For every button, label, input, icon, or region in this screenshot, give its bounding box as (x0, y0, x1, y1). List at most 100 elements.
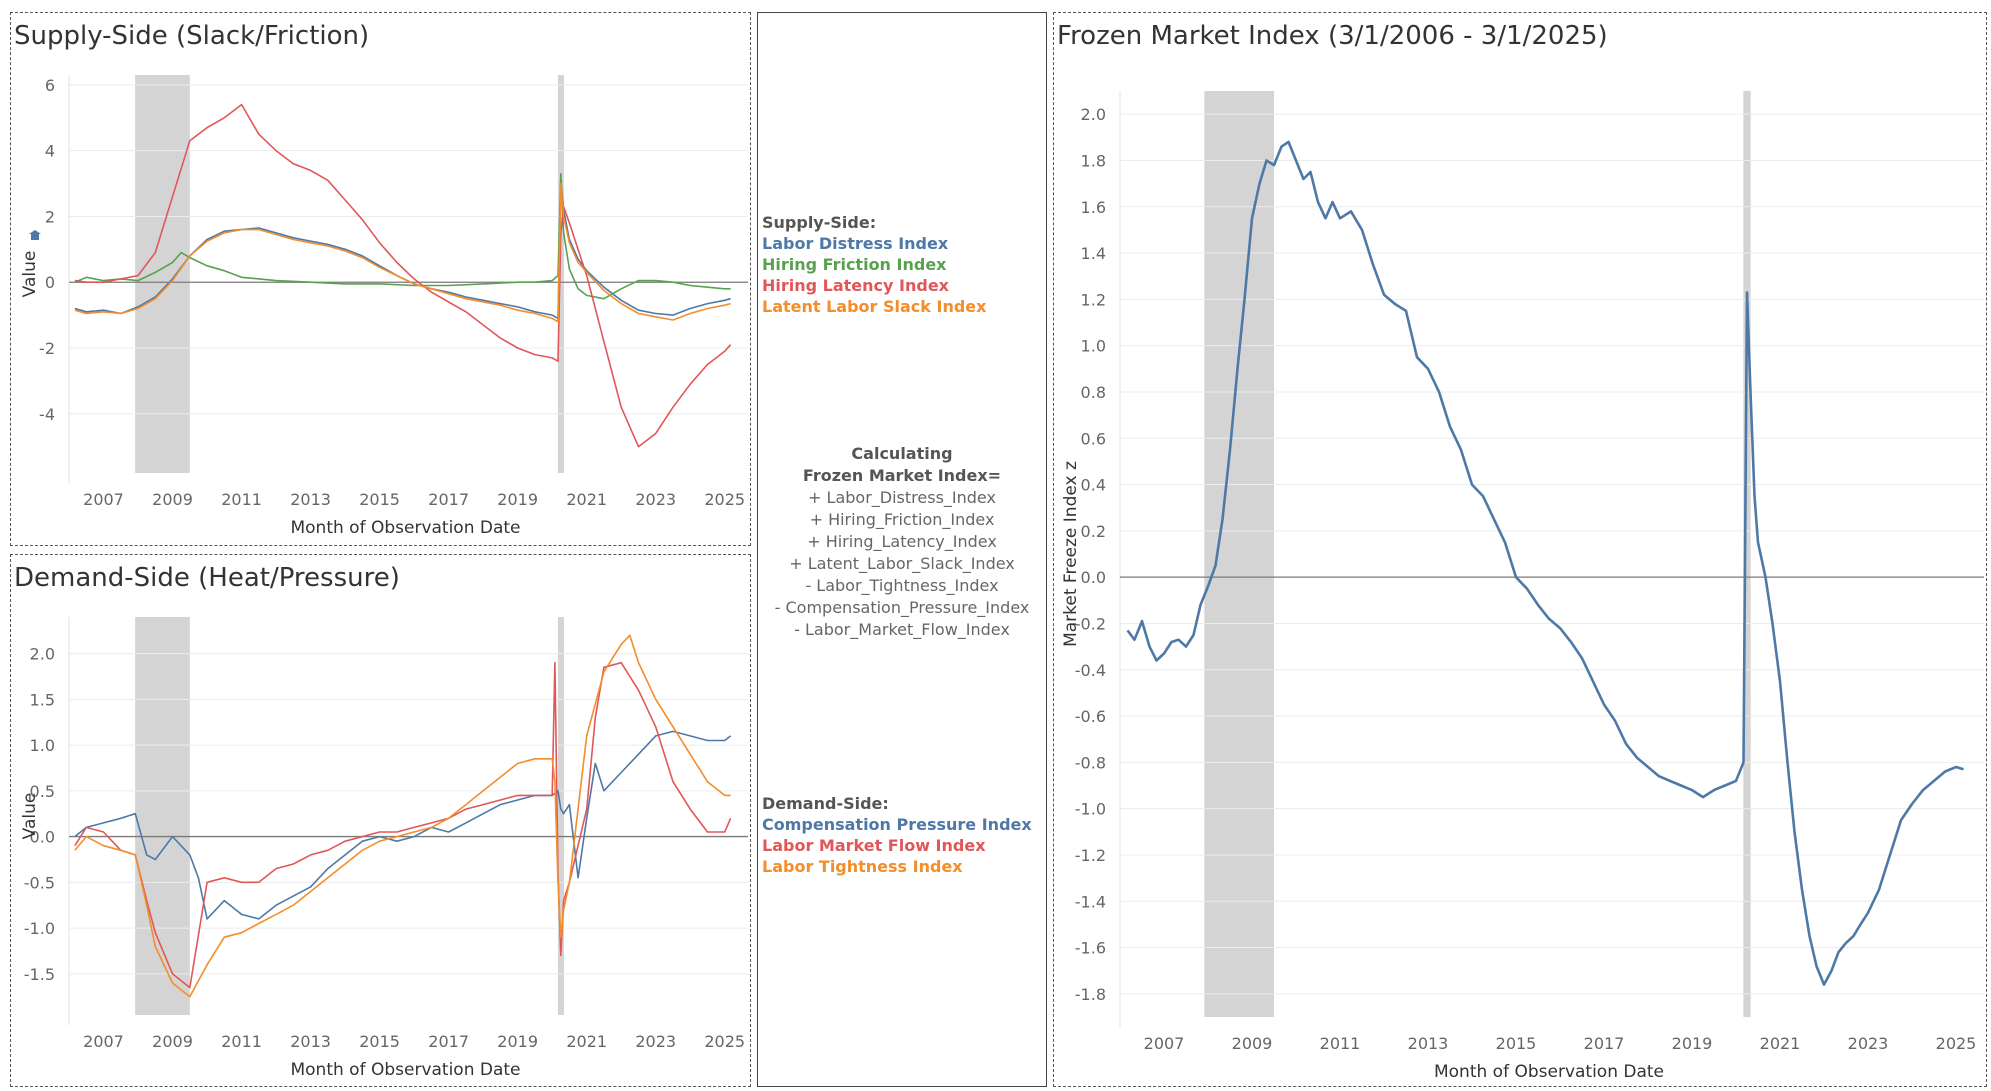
demand-chart: 2.0 1.5 1.0 0.5 0.0 -0.5 -1.0 -1.5 2007 2009 2011 2… (20, 617, 748, 1080)
x-tick-label: 2019 (497, 490, 538, 509)
formula-term: - Labor_Market_Flow_Index (794, 620, 1010, 639)
formula-term: + Labor_Distress_Index (808, 488, 996, 507)
y-tick-label: 0.8 (1081, 383, 1106, 402)
recession-band (557, 617, 564, 1015)
legend-item-labor-distress[interactable]: Labor Distress Index (762, 234, 949, 253)
recession-band (1743, 91, 1751, 1017)
y-tick-label: -1.0 (1075, 800, 1106, 819)
series-line-2[interactable] (74, 661, 732, 989)
y-tick-label: -0.2 (1075, 614, 1106, 633)
y-tick-label: -1.8 (1075, 985, 1106, 1004)
recession-band (1204, 91, 1274, 1017)
y-tick-label: -1.2 (1075, 846, 1106, 865)
x-axis-label: Month of Observation Date (1434, 1062, 1664, 1082)
y-axis-label: Market Freeze Index z (1061, 461, 1081, 647)
y-tick-label: 0.6 (1081, 429, 1106, 448)
recession-band (557, 75, 564, 473)
legend-item-hiring-latency[interactable]: Hiring Latency Index (762, 276, 949, 295)
y-tick-label: -1.6 (1075, 939, 1106, 958)
fmi-chart: 2.0 1.8 1.6 1.4 1.2 1.0 0.8 0.6 0.4 0.2 0.0 -0.2 -0.… (1061, 91, 1984, 1082)
y-tick-label: 0.0 (1081, 568, 1106, 587)
x-tick-label: 2011 (1320, 1034, 1361, 1053)
legend-item-latent-slack[interactable]: Latent Labor Slack Index (762, 297, 987, 316)
x-tick-label: 2015 (359, 490, 400, 509)
legend-item-labor-market-flow[interactable]: Labor Market Flow Index (762, 836, 986, 855)
x-tick-label: 2015 (1496, 1034, 1537, 1053)
x-tick-label: 2023 (1848, 1034, 1889, 1053)
legend-panel: Supply-Side: Labor Distress Index Hiring… (757, 12, 1047, 1087)
series-line-1[interactable] (1126, 140, 1964, 986)
y-tick-label: 2.0 (1081, 105, 1106, 124)
supply-chart: 6 4 2 0 -2 -4 2007 2009 2011 2013 2015 2017 2019 2021… (20, 75, 748, 538)
y-axis-label: Value (20, 793, 40, 840)
x-tick-label: 2011 (221, 490, 262, 509)
legend-item-labor-tightness[interactable]: Labor Tightness Index (762, 857, 963, 876)
formula-block: Calculating Frozen Market Index= + Labor… (758, 443, 1046, 641)
y-tick-label: 1.0 (1081, 337, 1106, 356)
formula-term: - Compensation_Pressure_Index (774, 598, 1030, 617)
x-tick-label: 2009 (152, 490, 193, 509)
x-tick-label: 2007 (83, 1032, 124, 1051)
y-tick-label: -1.0 (24, 919, 55, 938)
y-tick-label: -1.4 (1075, 892, 1106, 911)
y-tick-label: 0.5 (30, 782, 55, 801)
x-tick-label: 2021 (1760, 1034, 1801, 1053)
demand-title: Demand-Side (Heat/Pressure) (14, 563, 400, 593)
x-axis-label: Month of Observation Date (290, 1060, 520, 1080)
y-tick-label: -0.6 (1075, 707, 1106, 726)
x-tick-label: 2023 (635, 1032, 676, 1051)
x-tick-label: 2007 (83, 490, 124, 509)
y-tick-label: -2 (39, 339, 55, 358)
supply-legend-heading: Supply-Side: (762, 213, 877, 232)
series-line-4[interactable] (74, 182, 731, 323)
x-tick-label: 2015 (359, 1032, 400, 1051)
supply-legend: Supply-Side: Labor Distress Index Hiring… (762, 212, 986, 317)
y-tick-label: 2.0 (30, 645, 55, 664)
series-line-3[interactable] (74, 103, 732, 448)
demand-legend-heading: Demand-Side: (762, 794, 889, 813)
y-tick-label: -1.5 (24, 965, 55, 984)
formula-term: - Labor_Tightness_Index (805, 576, 999, 595)
y-tick-label: 1.0 (30, 736, 55, 755)
y-tick-label: 1.4 (1081, 244, 1106, 263)
x-tick-label: 2007 (1144, 1034, 1185, 1053)
y-tick-label: 2 (45, 207, 55, 226)
y-tick-label: -0.8 (1075, 753, 1106, 772)
y-tick-label: 0.4 (1081, 476, 1106, 495)
y-tick-label: 1.5 (30, 690, 55, 709)
legend-item-compensation-pressure[interactable]: Compensation Pressure Index (762, 815, 1032, 834)
x-tick-label: 2017 (428, 490, 469, 509)
x-tick-label: 2025 (1936, 1034, 1977, 1053)
y-tick-label: 1.6 (1081, 198, 1106, 217)
x-tick-label: 2025 (704, 1032, 745, 1051)
x-tick-label: 2013 (290, 490, 331, 509)
x-tick-label: 2021 (566, 1032, 607, 1051)
x-tick-label: 2019 (1672, 1034, 1713, 1053)
x-tick-label: 2023 (635, 490, 676, 509)
x-tick-label: 2013 (290, 1032, 331, 1051)
y-axis-label: Value (20, 251, 40, 298)
legend-item-hiring-friction[interactable]: Hiring Friction Index (762, 255, 947, 274)
series-line-2[interactable] (74, 172, 731, 300)
supply-title: Supply-Side (Slack/Friction) (14, 21, 370, 51)
x-tick-label: 2009 (1232, 1034, 1273, 1053)
y-tick-label: 1.8 (1081, 151, 1106, 170)
x-tick-label: 2021 (566, 490, 607, 509)
y-tick-label: 0.2 (1081, 522, 1106, 541)
y-tick-label: 4 (45, 142, 55, 161)
fmi-panel: Frozen Market Index (3/1/2006 - 3/1/2025… (1053, 12, 1987, 1087)
y-tick-label: 1.2 (1081, 290, 1106, 309)
x-tick-label: 2013 (1408, 1034, 1449, 1053)
formula-heading-2: Frozen Market Index= (802, 466, 1002, 485)
recession-band (135, 617, 190, 1015)
y-tick-label: -0.4 (1075, 661, 1106, 680)
x-tick-label: 2011 (221, 1032, 262, 1051)
fmi-title: Frozen Market Index (3/1/2006 - 3/1/2025… (1057, 21, 1608, 51)
x-tick-label: 2009 (152, 1032, 193, 1051)
formula-term: + Hiring_Friction_Index (809, 510, 995, 529)
x-tick-label: 2017 (1584, 1034, 1625, 1053)
pin-icon[interactable] (29, 230, 41, 240)
series-line-3[interactable] (74, 634, 731, 998)
x-axis-label: Month of Observation Date (290, 518, 520, 538)
y-tick-label: 6 (45, 76, 55, 95)
